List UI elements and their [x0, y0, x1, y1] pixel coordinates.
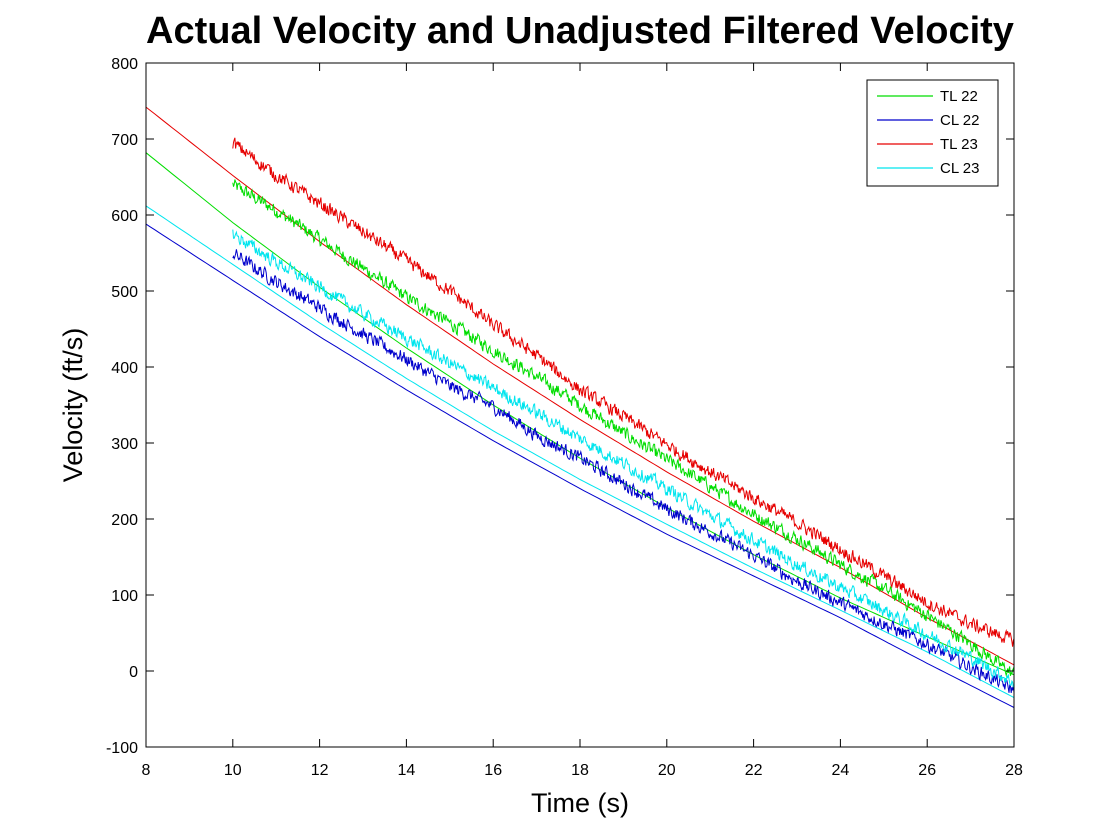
- y-tick-label: 0: [129, 664, 138, 681]
- x-tick-label: 28: [1005, 762, 1023, 779]
- series-line-tl-23-noisy: [232, 137, 1015, 647]
- legend-label: CL 23: [940, 160, 979, 177]
- x-tick-label: 16: [484, 762, 502, 779]
- legend: TL 22 CL 22 TL 23 CL 23: [866, 79, 999, 187]
- y-tick-label: 800: [111, 56, 138, 73]
- series-layer: [145, 106, 1015, 708]
- legend-label: TL 22: [940, 88, 978, 105]
- y-axis-label: Velocity (ft/s): [58, 328, 88, 483]
- y-tick-label: 300: [111, 436, 138, 453]
- x-axis-label: Time (s): [531, 788, 629, 818]
- x-tick-label: 24: [832, 762, 850, 779]
- x-tick-label: 26: [918, 762, 936, 779]
- series-line-tl-22-smooth: [145, 152, 1015, 676]
- series-line-cl-22-noisy: [232, 249, 1015, 693]
- series-line-cl-22-smooth: [145, 223, 1015, 708]
- y-tick-label: 700: [111, 132, 138, 149]
- y-tick-label: 600: [111, 208, 138, 225]
- x-tick-label: 8: [142, 762, 151, 779]
- series-line-tl-23-smooth: [145, 106, 1015, 666]
- series-line-cl-23-noisy: [232, 229, 1015, 688]
- legend-label: TL 23: [940, 136, 978, 153]
- axis-ticks: 8 10 12 14 16 18 20 22 24 26 28 -100 0 100 200 300 400 50…: [106, 56, 1023, 779]
- y-tick-label: 100: [111, 588, 138, 605]
- x-tick-label: 20: [658, 762, 676, 779]
- x-tick-label: 14: [398, 762, 416, 779]
- x-tick-label: 22: [745, 762, 763, 779]
- x-tick-label: 12: [311, 762, 329, 779]
- chart-title: Actual Velocity and Unadjusted Filtered …: [146, 10, 1014, 52]
- y-tick-label: -100: [106, 740, 138, 757]
- x-tick-label: 18: [571, 762, 589, 779]
- y-tick-label: 400: [111, 360, 138, 377]
- x-tick-label: 10: [224, 762, 242, 779]
- series-line-cl-23-smooth: [145, 205, 1015, 699]
- y-tick-label: 200: [111, 512, 138, 529]
- y-tick-label: 500: [111, 284, 138, 301]
- legend-label: CL 22: [940, 112, 979, 129]
- series-line-tl-22-noisy: [232, 179, 1015, 678]
